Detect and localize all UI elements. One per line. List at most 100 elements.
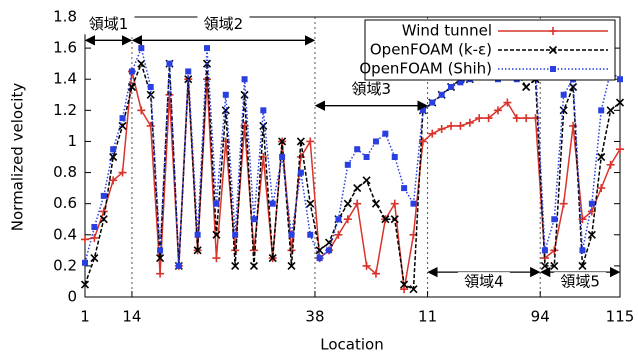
point — [278, 137, 287, 146]
point — [335, 216, 342, 223]
point — [559, 199, 568, 208]
point — [512, 114, 521, 123]
point — [401, 185, 408, 192]
point — [353, 184, 362, 193]
annotation: 領域2 — [204, 15, 244, 33]
y-tick-label: 0.2 — [53, 256, 77, 274]
x-axis-label: Location — [320, 336, 383, 354]
point — [343, 199, 352, 208]
point — [212, 230, 221, 239]
point — [91, 224, 98, 230]
point — [250, 216, 257, 223]
point — [297, 169, 304, 176]
y-tick-label: 0 — [67, 288, 77, 306]
point — [615, 98, 625, 107]
point — [522, 114, 531, 123]
x-tick-label: 1 — [80, 308, 90, 326]
point — [484, 114, 493, 123]
point — [202, 59, 212, 68]
point — [326, 247, 333, 254]
point — [306, 199, 315, 208]
legend-label: OpenFOAM (Shih) — [359, 60, 492, 78]
point — [344, 161, 351, 168]
annotation-bg — [345, 79, 398, 100]
point — [456, 121, 465, 130]
point — [390, 215, 399, 224]
point — [371, 199, 381, 208]
point — [457, 79, 464, 86]
point — [249, 261, 259, 270]
x-tick-label: 94 — [531, 308, 550, 326]
point — [99, 207, 108, 216]
point — [194, 231, 201, 238]
point — [137, 59, 146, 68]
point — [447, 121, 456, 130]
point — [418, 137, 427, 146]
point — [240, 90, 249, 99]
point — [288, 231, 295, 238]
annotation-bg — [554, 272, 607, 293]
point — [82, 259, 88, 266]
point — [204, 45, 211, 52]
point — [157, 247, 164, 254]
point — [287, 246, 296, 255]
point — [371, 269, 380, 278]
annotation: 領域1 — [89, 15, 129, 33]
point — [343, 215, 352, 224]
x-tick-label: 38 — [305, 308, 324, 326]
x-tick-label: 115 — [606, 308, 635, 326]
point — [221, 137, 230, 146]
point — [81, 235, 89, 244]
point — [100, 192, 107, 199]
point — [118, 168, 127, 177]
point — [522, 82, 531, 92]
point — [362, 261, 371, 270]
point — [138, 45, 145, 52]
annotation-bg — [197, 14, 250, 35]
point — [296, 137, 305, 146]
point — [400, 285, 409, 294]
y-tick-label: 1.4 — [53, 70, 77, 88]
point — [324, 238, 334, 247]
y-tick-label: 1.8 — [53, 8, 77, 26]
y-tick-label: 0.4 — [53, 225, 77, 243]
point — [382, 130, 389, 137]
point — [156, 254, 165, 263]
point — [259, 121, 268, 130]
point — [541, 247, 548, 254]
point — [560, 91, 567, 98]
point — [353, 199, 362, 208]
y-tick-label: 1.6 — [53, 39, 77, 57]
point — [475, 114, 484, 123]
point — [465, 118, 474, 127]
point — [400, 280, 409, 289]
point — [307, 231, 314, 238]
point — [119, 115, 126, 122]
point — [606, 106, 615, 115]
point — [99, 215, 108, 224]
point — [448, 84, 455, 90]
point — [231, 261, 240, 270]
point — [587, 207, 596, 216]
point — [503, 98, 512, 107]
point — [428, 129, 437, 138]
point — [175, 262, 182, 269]
point — [165, 90, 174, 99]
point — [137, 106, 146, 115]
point — [241, 76, 248, 83]
point — [221, 106, 230, 115]
point — [617, 76, 623, 83]
legend-marker — [550, 66, 556, 72]
point — [306, 137, 315, 146]
point — [316, 255, 323, 262]
point — [156, 269, 165, 278]
point — [616, 145, 624, 154]
point — [127, 82, 136, 92]
point — [354, 146, 361, 153]
point — [279, 154, 286, 160]
legend-label: Wind tunnel — [402, 22, 492, 40]
point — [80, 280, 90, 289]
point — [269, 200, 276, 207]
point — [260, 107, 267, 114]
